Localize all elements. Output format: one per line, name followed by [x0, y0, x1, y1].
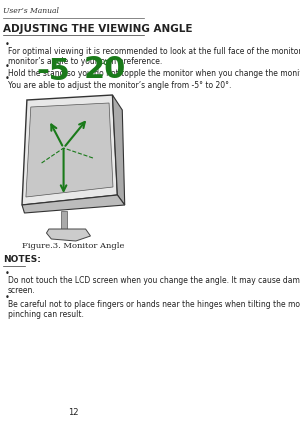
Text: 20: 20 — [83, 55, 125, 84]
Text: -5: -5 — [37, 57, 70, 86]
Bar — [61, 211, 67, 233]
Text: •: • — [5, 293, 10, 302]
Text: User’s Manual: User’s Manual — [3, 7, 59, 15]
Text: Figure.3. Monitor Angle: Figure.3. Monitor Angle — [22, 242, 124, 250]
Polygon shape — [22, 95, 117, 205]
Text: ADJUSTING THE VIEWING ANGLE: ADJUSTING THE VIEWING ANGLE — [3, 24, 192, 34]
Text: You are able to adjust the monitor’s angle from -5° to 20°.: You are able to adjust the monitor’s ang… — [8, 81, 231, 90]
Text: 12: 12 — [68, 408, 79, 417]
Polygon shape — [26, 103, 113, 197]
Text: °: ° — [52, 61, 61, 79]
Polygon shape — [22, 195, 125, 213]
Text: •: • — [5, 62, 10, 71]
Text: °: ° — [102, 59, 110, 77]
Text: Hold the stand so you do not topple the monitor when you change the monitor’s an: Hold the stand so you do not topple the … — [8, 69, 300, 78]
Text: •: • — [5, 74, 10, 83]
Text: For optimal viewing it is recommended to look at the full face of the monitor, t: For optimal viewing it is recommended to… — [8, 47, 300, 66]
Text: Do not touch the LCD screen when you change the angle. It may cause damage or br: Do not touch the LCD screen when you cha… — [8, 276, 300, 295]
Text: Be careful not to place fingers or hands near the hinges when tilting the monito: Be careful not to place fingers or hands… — [8, 300, 300, 320]
Text: •: • — [5, 40, 10, 49]
Polygon shape — [46, 229, 91, 241]
Text: NOTES:: NOTES: — [3, 255, 41, 264]
Polygon shape — [112, 95, 125, 205]
Text: •: • — [5, 269, 10, 278]
